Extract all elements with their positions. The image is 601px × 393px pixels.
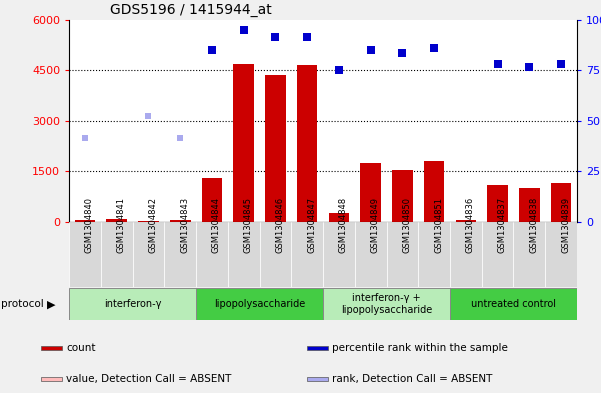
Text: rank, Detection Call = ABSENT: rank, Detection Call = ABSENT — [332, 374, 492, 384]
Text: GSM1304843: GSM1304843 — [180, 197, 189, 253]
Text: GSM1304837: GSM1304837 — [498, 197, 507, 253]
Point — [557, 61, 566, 67]
Text: GSM1304841: GSM1304841 — [117, 197, 126, 253]
Bar — [106, 219, 127, 222]
Text: GSM1304838: GSM1304838 — [529, 197, 538, 253]
Text: untreated control: untreated control — [471, 299, 556, 309]
Bar — [424, 161, 445, 222]
Bar — [228, 222, 260, 287]
Text: GSM1304851: GSM1304851 — [434, 197, 443, 253]
Bar — [307, 377, 328, 381]
Bar — [69, 222, 101, 287]
Text: percentile rank within the sample: percentile rank within the sample — [332, 343, 507, 353]
Text: GSM1304836: GSM1304836 — [466, 197, 475, 253]
Text: GSM1304842: GSM1304842 — [148, 197, 157, 253]
Text: ▶: ▶ — [47, 299, 55, 309]
Text: GSM1304847: GSM1304847 — [307, 197, 316, 253]
Bar — [265, 75, 285, 222]
Bar — [456, 220, 476, 222]
Point — [398, 50, 407, 57]
Bar — [551, 183, 572, 222]
Bar — [41, 377, 63, 381]
Bar — [69, 288, 196, 320]
Bar — [297, 65, 317, 222]
Point — [366, 47, 376, 53]
Point — [239, 27, 248, 33]
Bar — [196, 222, 228, 287]
Bar — [519, 188, 540, 222]
Bar — [482, 222, 513, 287]
Text: GSM1304845: GSM1304845 — [243, 197, 252, 253]
Text: lipopolysaccharide: lipopolysaccharide — [214, 299, 305, 309]
Text: GSM1304846: GSM1304846 — [275, 197, 284, 253]
Bar — [164, 222, 196, 287]
Point — [175, 134, 185, 141]
Bar — [201, 178, 222, 222]
Bar — [233, 64, 254, 222]
Bar — [323, 222, 355, 287]
Bar — [329, 213, 349, 222]
Bar — [170, 220, 191, 222]
Text: GSM1304850: GSM1304850 — [403, 197, 412, 253]
Point — [207, 47, 217, 53]
Bar — [101, 222, 133, 287]
Bar — [75, 220, 96, 222]
Text: GSM1304848: GSM1304848 — [339, 197, 348, 253]
Bar — [323, 288, 450, 320]
Bar — [418, 222, 450, 287]
Text: GSM1304839: GSM1304839 — [561, 197, 570, 253]
Text: GSM1304849: GSM1304849 — [371, 197, 380, 253]
Text: value, Detection Call = ABSENT: value, Detection Call = ABSENT — [66, 374, 231, 384]
Bar — [260, 222, 291, 287]
Point — [334, 67, 344, 73]
Point — [270, 33, 280, 40]
Bar — [138, 221, 159, 222]
Text: count: count — [66, 343, 96, 353]
Bar — [291, 222, 323, 287]
Bar — [355, 222, 386, 287]
Text: GDS5196 / 1415944_at: GDS5196 / 1415944_at — [110, 3, 272, 17]
Bar — [307, 345, 328, 350]
Point — [144, 113, 153, 119]
Point — [493, 61, 502, 67]
Bar — [392, 170, 413, 222]
Bar — [545, 222, 577, 287]
Text: interferon-γ: interferon-γ — [104, 299, 161, 309]
Bar — [487, 185, 508, 222]
Bar — [196, 288, 323, 320]
Bar — [450, 222, 482, 287]
Text: interferon-γ +
lipopolysaccharide: interferon-γ + lipopolysaccharide — [341, 294, 432, 315]
Text: GSM1304844: GSM1304844 — [212, 197, 221, 253]
Bar — [386, 222, 418, 287]
Point — [525, 64, 534, 70]
Bar — [450, 288, 577, 320]
Point — [429, 45, 439, 51]
Bar — [41, 345, 63, 350]
Text: GSM1304840: GSM1304840 — [85, 197, 94, 253]
Text: protocol: protocol — [1, 299, 44, 309]
Bar — [133, 222, 164, 287]
Point — [80, 134, 90, 141]
Point — [302, 33, 312, 40]
Bar — [513, 222, 545, 287]
Bar — [361, 163, 381, 222]
